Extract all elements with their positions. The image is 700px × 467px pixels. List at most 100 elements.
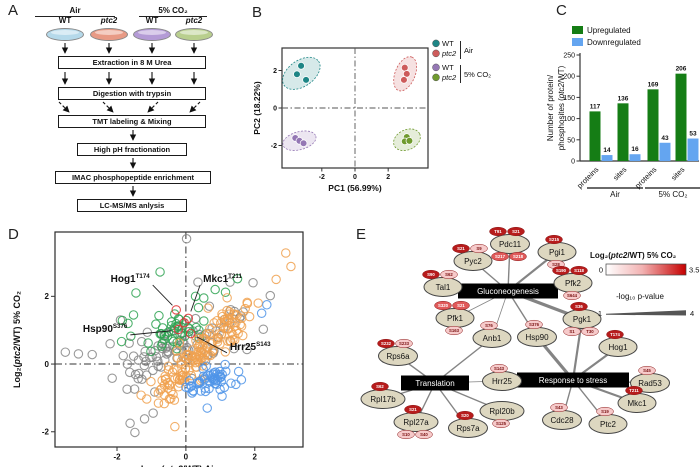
- phosphosite-superscript: T174: [136, 273, 151, 280]
- pvalue-min-label: 1: [598, 309, 602, 318]
- scatter-point: [210, 284, 220, 295]
- scatter-point: [238, 330, 248, 341]
- culture-dish-wt-air: [46, 28, 84, 41]
- scatter-point: [153, 398, 164, 408]
- scatter-point: [236, 375, 247, 385]
- phosphosite-label: S376: [529, 322, 540, 327]
- scatter-point: [199, 354, 210, 364]
- strain-ptc2-air-label: ptc2: [100, 16, 118, 25]
- label-segment: /WT) 5% CO₂: [627, 251, 676, 260]
- condition-group-air: Air: [35, 6, 115, 17]
- label-segment: ptc2: [441, 49, 457, 58]
- scatter-point: [256, 308, 267, 319]
- scatter-point: [125, 418, 135, 429]
- step-tmt-labeling: TMT labeling & Mixing: [58, 115, 206, 128]
- phosphosite-label: S320: [438, 303, 449, 308]
- scatter-point: [140, 346, 150, 357]
- phosphosite-badge: [545, 234, 563, 245]
- category-label: proteins: [575, 165, 600, 190]
- legend-group-co2: 5% CO₂: [464, 70, 491, 79]
- phosphosite-badge: [596, 406, 614, 417]
- scatter-point: [151, 319, 161, 329]
- phosphosite-label: S125: [496, 421, 507, 426]
- y-tick-label: 150: [563, 95, 575, 102]
- legend-item-label: WT: [442, 63, 454, 72]
- step-imac-enrichment: IMAC phosphopeptide enrichment: [55, 171, 211, 184]
- pca-point: [293, 70, 301, 78]
- scatter-point: [200, 383, 210, 394]
- pca-point: [403, 70, 411, 78]
- gradient-max-label: 3.5: [689, 266, 699, 275]
- legend-item-label: WT: [442, 39, 454, 48]
- scatter-point: [162, 331, 173, 341]
- scatter-point: [231, 309, 241, 320]
- node-label: Hog1: [608, 343, 628, 352]
- hub-label: Translation: [415, 379, 454, 388]
- scatter-point: [233, 366, 244, 377]
- phosphosite-badge: [434, 300, 452, 311]
- scatter-point: [117, 315, 128, 326]
- legend-swatch: [432, 73, 440, 82]
- hub-response-to-stress: [517, 372, 629, 388]
- scatter-point: [124, 338, 134, 349]
- scatter-point: [171, 305, 181, 315]
- scatter-point: [183, 350, 193, 361]
- pca-point: [297, 62, 305, 70]
- pca-point: [405, 137, 414, 145]
- scatter-point: [240, 303, 250, 314]
- scatter-point: [258, 324, 269, 335]
- scatter-point: [156, 384, 167, 394]
- y-tick-label: 250: [563, 53, 575, 60]
- y-axis-label-line1: Number of protein/: [546, 74, 555, 141]
- phosphosite-badge: [570, 301, 588, 312]
- pca-point: [299, 139, 308, 148]
- phosphosite-label: S19: [601, 409, 609, 414]
- scatter-point: [139, 414, 150, 424]
- scatter-point: [220, 287, 231, 298]
- scatter-point: [181, 382, 191, 392]
- phosphosite-badge: [445, 325, 463, 336]
- pca-point: [401, 63, 409, 72]
- node-label: Rpl27a: [403, 418, 429, 427]
- scatter-point: [244, 311, 255, 322]
- phosphosite-badge: [525, 319, 543, 330]
- scatter-point: [155, 267, 165, 277]
- phosphosite-label: S21: [512, 229, 520, 234]
- phosphosite-label: S190: [556, 268, 567, 273]
- scatter-point: [186, 381, 197, 392]
- scatter-point: [215, 384, 225, 395]
- phosphosite-badge: [452, 300, 470, 311]
- phosphosite-badge: [480, 320, 498, 331]
- phosphosite-label: S62: [376, 384, 384, 389]
- protein-name: Hrr25: [230, 342, 257, 353]
- phosphosite-label: T91: [494, 229, 502, 234]
- scatter-point: [116, 336, 127, 347]
- scatter-point: [220, 359, 230, 370]
- scatter-point: [105, 338, 115, 349]
- legend-swatch-upregulated: [572, 26, 583, 34]
- category-label: sites: [669, 165, 686, 182]
- panel-c-bar-chart: Upregulated Downregulated 0 50 100 150 200 250 1…: [546, 26, 700, 199]
- legend-group-air: Air: [464, 46, 474, 55]
- scatter-point: [168, 336, 179, 347]
- culture-dish-ptc2-co2: [175, 28, 213, 41]
- network-edge: [571, 318, 584, 381]
- scatter-point: [262, 300, 272, 310]
- scatter-point: [253, 298, 263, 308]
- protein-name: Mkc1: [203, 274, 228, 285]
- phosphosite-label: S217: [495, 254, 506, 259]
- annotation-line: [196, 336, 228, 354]
- scatter-point: [201, 361, 211, 371]
- scatter-point: [131, 288, 141, 298]
- panel-label-e: E: [356, 226, 367, 243]
- bar-upregulated: [647, 89, 659, 161]
- label-segment: Number of protein/: [546, 74, 555, 141]
- scatter-point: [142, 327, 153, 338]
- scatter-point: [191, 322, 201, 333]
- condition-air-label: Air: [69, 6, 81, 15]
- phosphosite-label: T30: [586, 329, 594, 334]
- y-tick-label: -2: [271, 143, 277, 150]
- scatter-point: [181, 353, 192, 364]
- scatter-point: [159, 398, 170, 409]
- phosphosite-badge: [456, 410, 474, 421]
